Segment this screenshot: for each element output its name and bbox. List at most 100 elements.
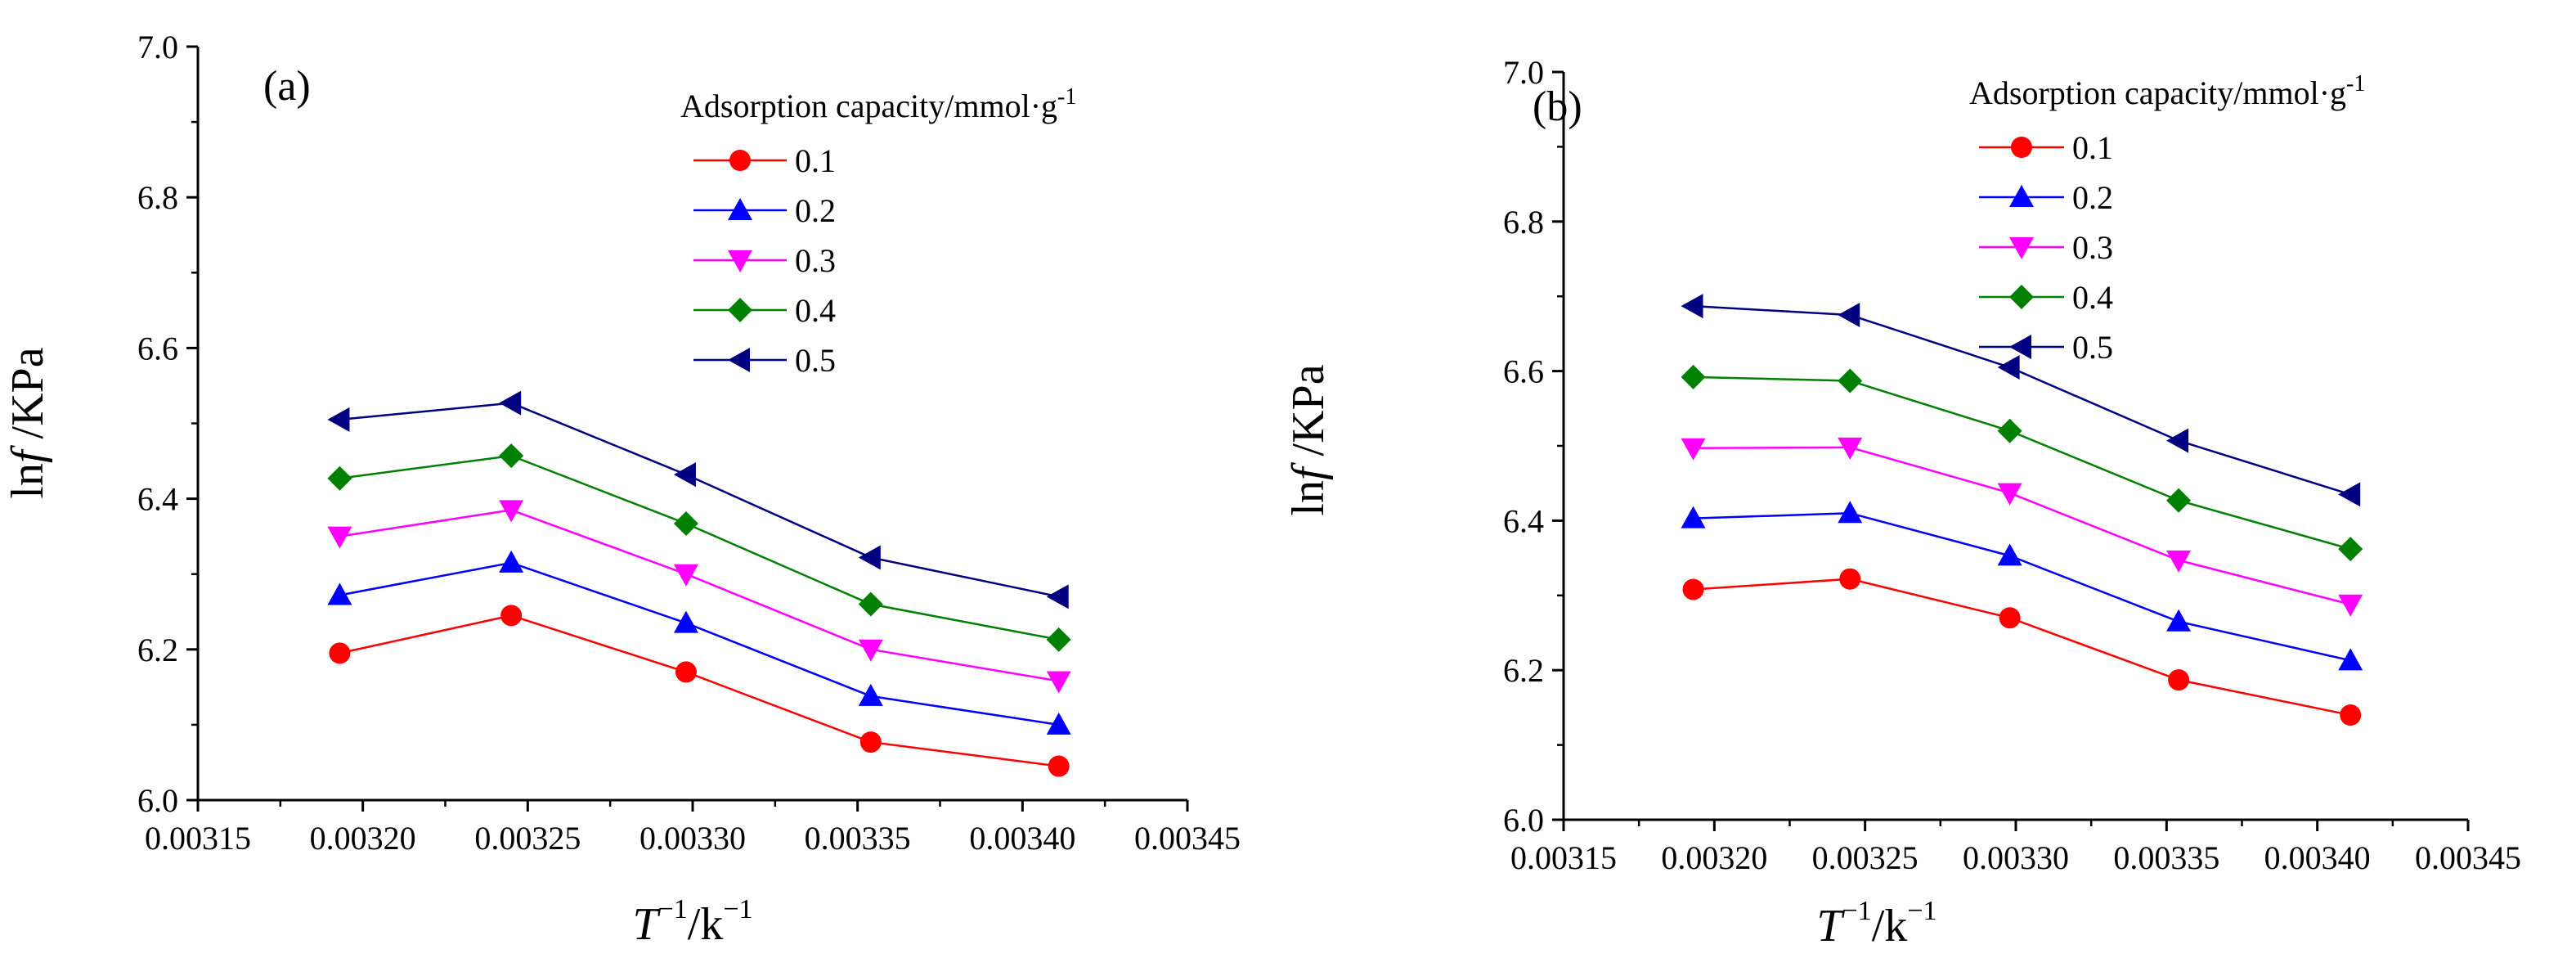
y-tick-label: 6.2: [1503, 652, 1544, 689]
data-point: [1681, 506, 1706, 528]
series-0.5: [327, 390, 1069, 609]
legend-label: 0.5: [795, 342, 836, 379]
data-point: [499, 500, 524, 523]
data-point: [2166, 609, 2192, 632]
y-tick-label: 7.0: [137, 29, 178, 65]
series-0.2: [327, 550, 1071, 735]
chart-panel-b: 6.0 6.2 6.4 6.6 6.8 7.0 0.00315 0.00320 0.00325 0…: [1283, 54, 2521, 951]
y-axis-label: lnf /KPa: [2, 347, 53, 498]
data-point: [1046, 712, 1071, 735]
data-point: [675, 661, 697, 683]
y-tick-label: 6.4: [1503, 502, 1544, 539]
x-tick-label: 0.00345: [2415, 839, 2521, 876]
x-tick-label: 0.00325: [474, 820, 581, 857]
data-point: [1838, 437, 1863, 460]
legend-label: 0.4: [795, 292, 836, 329]
data-point: [1681, 294, 1703, 319]
data-point: [1046, 671, 1071, 694]
legend-marker: [728, 348, 750, 372]
data-point: [673, 462, 696, 488]
data-point: [1999, 607, 2021, 629]
data-point: [327, 407, 350, 432]
legend-marker: [728, 250, 752, 272]
data-point: [499, 390, 522, 416]
data-point: [1046, 627, 1071, 652]
legend-label: 0.3: [2072, 229, 2113, 266]
y-tick-label: 6.0: [137, 782, 178, 819]
series-0.4: [327, 443, 1071, 652]
series-line: [339, 614, 1059, 767]
series-line: [339, 454, 1059, 641]
series-line: [1693, 578, 2351, 717]
legend-item-0.3: 0.3: [1979, 229, 2113, 266]
x-tick-label: 0.00345: [1134, 820, 1241, 857]
data-point: [500, 605, 523, 627]
y-tick-label: 6.8: [1503, 204, 1544, 241]
data-point: [1839, 568, 1861, 590]
data-point: [329, 642, 351, 664]
x-tick-label: 0.00315: [1510, 839, 1617, 876]
data-point: [1997, 355, 2020, 380]
x-tick-label: 0.00340: [2264, 839, 2371, 876]
data-point: [1997, 418, 2022, 443]
x-axis-label: T−1/k−1: [1816, 896, 1936, 951]
data-point: [673, 510, 698, 536]
series-0.1: [1682, 568, 2362, 726]
legend-item-0.4: 0.4: [693, 292, 836, 329]
legend-item-0.3: 0.3: [693, 242, 836, 279]
x-tick-label: 0.00330: [1963, 839, 2069, 876]
y-tick-label: 6.4: [137, 481, 178, 518]
legend-marker: [2011, 137, 2032, 158]
legend-marker: [728, 298, 752, 322]
data-point: [499, 550, 524, 573]
data-point: [859, 731, 882, 753]
y-tick-label: 6.2: [137, 632, 178, 668]
legend: Adsorption capacity/mmol·g-1 0.1 0.2 0.3 0.4…: [680, 84, 1076, 379]
series-line: [1693, 512, 2351, 662]
legend-item-0.5: 0.5: [693, 342, 836, 379]
legend-label: 0.3: [795, 242, 836, 279]
x-tick-label: 0.00315: [145, 820, 251, 857]
data-point: [673, 610, 698, 633]
data-point: [858, 591, 883, 617]
legend-label: 0.2: [795, 192, 836, 229]
y-tick-label: 6.6: [1503, 353, 1544, 390]
legend-label: 0.4: [2072, 279, 2113, 316]
legend: Adsorption capacity/mmol·g-1 0.1 0.2 0.3 0.4…: [1969, 71, 2365, 366]
data-point: [673, 564, 698, 587]
legend-label: 0.1: [795, 142, 836, 179]
series-0.4: [1681, 364, 2363, 562]
x-tick-label: 0.00320: [310, 820, 416, 857]
y-tick-label: 6.8: [137, 179, 178, 216]
data-point: [327, 526, 352, 549]
series-line: [339, 509, 1059, 682]
data-point: [327, 466, 352, 491]
data-point: [499, 443, 524, 469]
data-point: [1682, 578, 1704, 600]
series-line: [339, 561, 1059, 726]
x-tick-label: 0.00340: [969, 820, 1075, 857]
legend-item-0.1: 0.1: [1979, 129, 2113, 166]
data-point: [2340, 704, 2362, 726]
series-0.1: [329, 605, 1070, 777]
x-tick-label: 0.00325: [1812, 839, 1919, 876]
x-tick-label: 0.00335: [2113, 839, 2219, 876]
legend-label: 0.5: [2072, 329, 2113, 366]
legend-item-0.2: 0.2: [1979, 179, 2113, 216]
legend-marker: [2009, 285, 2034, 309]
data-point: [327, 582, 352, 605]
y-axis-label: lnf /KPa: [1283, 364, 1334, 515]
data-point: [1997, 543, 2022, 566]
series-0.2: [1681, 501, 2363, 671]
series-0.3: [327, 500, 1071, 694]
data-point: [858, 545, 881, 570]
data-point: [1838, 368, 1863, 394]
legend-label: 0.1: [2072, 129, 2113, 166]
data-point: [2166, 488, 2192, 513]
data-point: [2338, 594, 2363, 617]
legend-item-0.1: 0.1: [693, 142, 836, 179]
data-point: [2168, 669, 2190, 691]
legend-marker: [2009, 237, 2034, 259]
y-tick-label: 7.0: [1503, 54, 1544, 91]
